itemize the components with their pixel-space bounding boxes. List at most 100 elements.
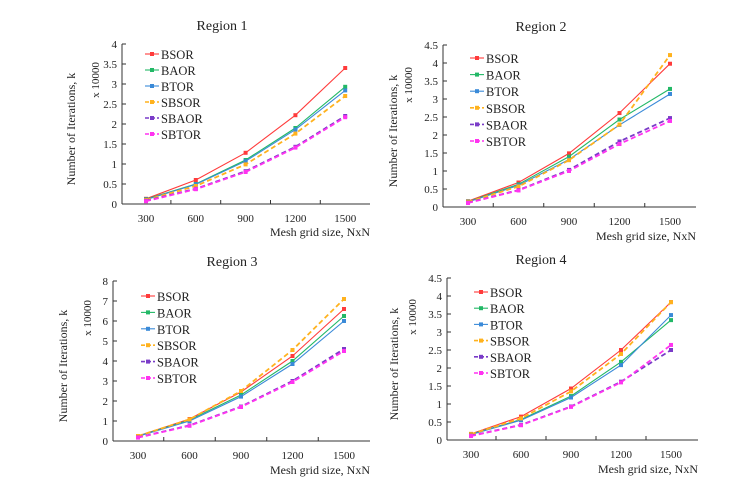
legend-item-bsor: BSOR [141,290,190,304]
data-point [290,362,295,366]
legend-label: BAOR [161,64,196,78]
y-tick-label: 2 [103,396,109,408]
legend-marker [475,122,479,127]
chart-title: Region 2 [516,20,567,35]
series-sbtor [469,342,673,439]
data-point [293,145,298,150]
y-tick-label: 1 [433,166,439,178]
data-point [193,187,198,192]
data-point [342,314,346,318]
x-tick-label: 1200 [609,216,632,228]
legend-item-sbsor: SBSOR [141,339,197,353]
legend-label: SBSOR [486,102,526,116]
chart-title: Region 1 [197,19,248,34]
data-point [668,53,672,58]
x-tick-label: 1200 [284,213,307,225]
x-tick-label: 900 [233,450,250,462]
y-tick-label: 0.5 [103,179,117,191]
y-tick-label: 0 [433,202,439,214]
legend-label: BTOR [486,85,520,99]
legend-marker [150,84,154,88]
data-point [569,395,573,400]
x-tick-label: 1500 [333,450,356,462]
legend-item-baor: BAOR [145,64,196,78]
data-point [293,131,298,136]
y-axis-label: Number of Iterations, k [386,75,400,188]
x-tick-label: 900 [237,213,254,225]
legend-marker [146,343,150,348]
x-tick-label: 300 [463,449,480,461]
data-point [239,394,243,399]
data-point [668,118,672,123]
legend-label: SBTOR [486,135,527,149]
series-sbtor [136,349,346,440]
legend-label: BSOR [486,52,519,66]
legend-item-sbaor: SBAOR [145,112,203,126]
data-point [193,178,198,182]
y-tick-label: 4 [103,356,109,368]
legend-item-sbaor: SBAOR [141,356,199,370]
legend-item-baor: BAOR [470,69,521,83]
legend-item-sbtor: SBTOR [470,135,527,149]
data-point [619,348,623,352]
data-point [619,351,623,356]
data-point [617,142,622,146]
data-point [466,201,470,206]
legend-label: SBAOR [161,112,203,126]
legend-label: BTOR [490,318,524,332]
series-line [470,301,672,436]
chart-title: Region 3 [207,255,258,270]
legend-item-sbsor: SBSOR [470,102,526,116]
data-point [239,389,243,393]
y-tick-label: 2 [437,363,443,375]
legend-label: BSOR [490,286,523,300]
y-tick-label: 2.5 [428,345,442,357]
data-point [243,170,248,174]
legend-item-bsor: BSOR [474,286,523,300]
y-tick-label: 1 [112,159,118,171]
y-tick-label: 3 [433,94,439,106]
x-axis-label: Mesh grid size, NxN [270,225,370,239]
legend-label: SBSOR [157,339,197,353]
y-axis-label: Number of Iterations, k [56,310,70,423]
legend-label: BTOR [161,80,195,94]
data-point [239,405,243,409]
x-tick-label: 600 [510,216,527,228]
y-tick-label: 2 [112,119,118,131]
y-tick-label: 2.5 [424,112,438,124]
y-tick-label: 0.5 [424,184,438,196]
y-tick-label: 4.5 [428,273,442,285]
legend-label: BAOR [157,306,192,320]
x-tick-label: 1200 [610,449,633,461]
data-point [668,61,672,66]
y-tick-label: 1.5 [428,381,442,393]
data-point [669,318,673,323]
chart-title: Region 4 [516,253,567,268]
data-point [567,151,571,156]
data-point [567,158,571,163]
data-point [343,84,348,89]
y-axis-multiplier-label: x 10000 [90,62,102,98]
y-tick-label: 3 [103,376,109,388]
y-tick-label: 4 [112,39,118,51]
x-tick-label: 900 [561,216,578,228]
data-point [669,300,673,305]
y-tick-label: 0 [112,199,118,211]
data-point [617,122,622,127]
y-tick-label: 0 [103,436,109,448]
chart-region-1: Region 1 0 0.5 1 1.5 2 2.5 3 3.5 4 300 600 900 1200 15… [64,19,370,239]
legend-marker [475,89,479,94]
legend-marker [146,359,150,364]
y-axis-multiplier-label: x 10000 [407,299,419,335]
y-tick-label: 1.5 [424,148,438,160]
legend-item-sbtor: SBTOR [145,128,202,142]
legend-item-bsor: BSOR [145,48,194,62]
legend-label: BSOR [161,48,194,62]
x-tick-label: 1200 [282,450,305,462]
legend-label: BTOR [157,323,191,337]
legend-item-btor: BTOR [141,323,191,337]
data-point [290,359,295,363]
x-tick-label: 1500 [659,216,682,228]
x-tick-label: 300 [460,216,477,228]
